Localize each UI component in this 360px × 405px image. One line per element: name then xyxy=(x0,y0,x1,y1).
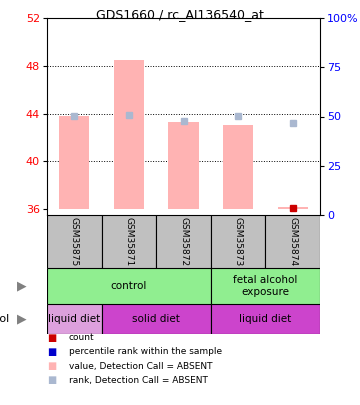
Text: GSM35875: GSM35875 xyxy=(70,217,79,266)
Text: fetal alcohol
exposure: fetal alcohol exposure xyxy=(233,275,298,297)
Bar xyxy=(47,215,102,268)
Text: value, Detection Call = ABSENT: value, Detection Call = ABSENT xyxy=(69,362,212,371)
Text: liquid diet: liquid diet xyxy=(48,314,100,324)
Bar xyxy=(265,215,320,268)
Bar xyxy=(278,207,308,209)
Bar xyxy=(211,215,265,268)
Bar xyxy=(102,304,211,334)
Bar xyxy=(168,122,198,209)
Bar xyxy=(59,116,89,209)
Text: GSM35873: GSM35873 xyxy=(234,217,243,266)
Text: control: control xyxy=(111,281,147,291)
Text: ■: ■ xyxy=(47,333,56,343)
Text: rank, Detection Call = ABSENT: rank, Detection Call = ABSENT xyxy=(69,375,207,384)
Bar xyxy=(114,60,144,209)
Bar xyxy=(156,215,211,268)
Bar xyxy=(102,215,156,268)
Text: GSM35871: GSM35871 xyxy=(125,217,134,266)
Text: ■: ■ xyxy=(47,347,56,357)
Text: ■: ■ xyxy=(47,361,56,371)
Text: GSM35872: GSM35872 xyxy=(179,217,188,266)
Text: GDS1660 / rc_AI136540_at: GDS1660 / rc_AI136540_at xyxy=(96,8,264,21)
Bar xyxy=(47,304,102,334)
Bar xyxy=(211,268,320,304)
Text: count: count xyxy=(69,333,94,343)
Text: protocol: protocol xyxy=(0,314,9,324)
Text: ▶: ▶ xyxy=(17,279,27,292)
Text: liquid diet: liquid diet xyxy=(239,314,292,324)
Bar xyxy=(211,304,320,334)
Text: solid diet: solid diet xyxy=(132,314,180,324)
Text: ■: ■ xyxy=(47,375,56,385)
Text: percentile rank within the sample: percentile rank within the sample xyxy=(69,347,222,356)
Bar xyxy=(223,126,253,209)
Text: GSM35874: GSM35874 xyxy=(288,217,297,266)
Bar xyxy=(47,268,211,304)
Text: ▶: ▶ xyxy=(17,313,27,326)
